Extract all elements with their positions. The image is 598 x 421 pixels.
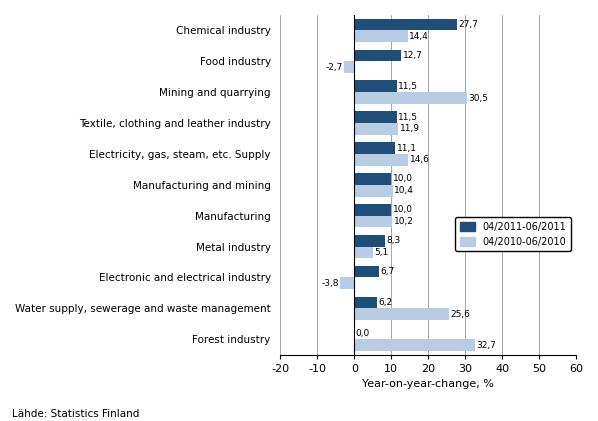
Text: 11,9: 11,9 [400,125,420,133]
Bar [355,247,373,258]
Text: 25,6: 25,6 [450,309,470,319]
Bar [355,266,379,277]
Text: 30,5: 30,5 [468,93,489,103]
Bar [355,173,391,185]
Bar [355,216,392,227]
Text: 11,5: 11,5 [398,113,419,122]
Bar [355,111,397,123]
Text: 10,4: 10,4 [394,186,414,195]
Text: 6,2: 6,2 [379,298,393,307]
Bar [355,308,449,320]
Bar [355,142,395,154]
Bar [355,296,377,308]
Bar [355,204,391,216]
Legend: 04/2011-06/2011, 04/2010-06/2010: 04/2011-06/2011, 04/2010-06/2010 [455,217,571,251]
Text: 10,0: 10,0 [393,174,413,184]
Bar [355,154,408,165]
Text: 10,2: 10,2 [393,217,413,226]
Bar [355,339,475,351]
Bar [344,61,355,73]
Bar [355,92,467,104]
Text: -3,8: -3,8 [321,279,339,288]
Bar [355,185,393,197]
Text: 10,0: 10,0 [393,205,413,214]
Text: 14,6: 14,6 [410,155,429,164]
Text: 27,7: 27,7 [458,20,478,29]
Text: 14,4: 14,4 [409,32,429,41]
Bar [355,80,397,92]
Text: 32,7: 32,7 [477,341,496,349]
Bar [340,277,355,289]
Text: 12,7: 12,7 [402,51,423,60]
Text: 8,3: 8,3 [386,236,401,245]
Text: -2,7: -2,7 [325,63,343,72]
Bar [355,235,385,247]
Text: 6,7: 6,7 [380,267,395,276]
Text: 0,0: 0,0 [356,329,370,338]
Bar [355,19,457,30]
X-axis label: Year-on-year-change, %: Year-on-year-change, % [362,379,494,389]
Bar [355,123,398,135]
Text: 11,1: 11,1 [397,144,417,152]
Bar [355,50,401,61]
Text: Lähde: Statistics Finland: Lähde: Statistics Finland [12,409,139,419]
Text: 11,5: 11,5 [398,82,419,91]
Text: 5,1: 5,1 [375,248,389,257]
Bar [355,30,408,42]
